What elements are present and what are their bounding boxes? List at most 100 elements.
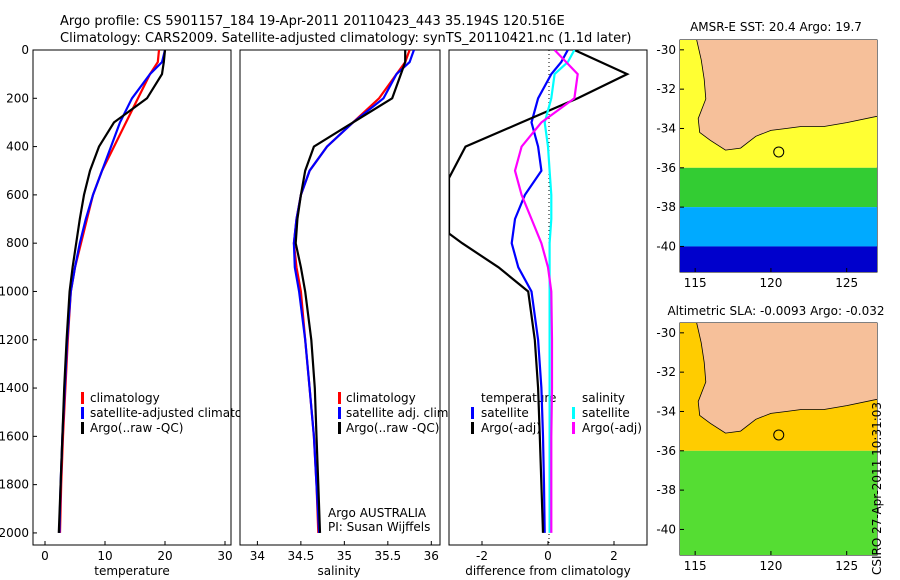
y-tick-label: -40 (656, 522, 676, 536)
series-salinity-satellite (543, 50, 576, 533)
legend-salinity-heading: salinity (582, 391, 625, 405)
temperature-xlabel: temperature (94, 564, 169, 578)
argo-location-marker (773, 146, 785, 158)
salinity-panel: salinity climatology satellite adj. clim… (239, 49, 452, 578)
series-temperature-satellite (510, 50, 569, 533)
y-tick-label: 400 (6, 140, 29, 154)
y-tick-label: 600 (6, 188, 29, 202)
x-tick-label: 0 (41, 549, 49, 563)
difference-panel: difference from climatology temperature … (448, 49, 648, 578)
legend-swatch-climatology (338, 392, 341, 404)
header-line1: Argo profile: CS 5901157_184 19-Apr-2011… (60, 14, 565, 29)
y-tick-label: -36 (656, 161, 676, 175)
x-tick-label: 34.5 (288, 549, 315, 563)
y-tick-label: 1800 (0, 478, 29, 492)
y-tick-label: 800 (6, 236, 29, 250)
x-tick-label: 115 (684, 559, 707, 573)
legend-swatch-satellite (338, 407, 341, 419)
y-tick-label: -36 (656, 444, 676, 458)
y-tick-label: 0 (21, 43, 29, 57)
field-band (680, 167, 877, 208)
legend-sal-argo: Argo(-adj) (582, 421, 642, 435)
legend-argo: Argo(..raw -QC) (90, 421, 183, 435)
x-tick-label: 2 (610, 549, 618, 563)
temperature-panel: temperature climatology satellite-adjust… (0, 43, 268, 578)
land-mass (696, 40, 877, 151)
y-tick-label: -30 (656, 43, 676, 57)
x-tick-label: 35.5 (374, 549, 401, 563)
side-label: CSIRO 27-Apr-2011 10:31:03 (870, 401, 884, 575)
header-line2: Climatology: CARS2009. Satellite-adjuste… (60, 31, 632, 46)
y-tick-label: 1400 (0, 381, 29, 395)
temperature-axes (32, 49, 232, 546)
sst-map-field (680, 40, 877, 272)
field-band (680, 450, 877, 555)
y-tick-label: -32 (656, 365, 676, 379)
y-tick-label: -30 (656, 326, 676, 340)
difference-legend: temperature satellite Argo(-adj) salinit… (471, 391, 642, 435)
y-tick-label: 1000 (0, 284, 29, 298)
y-tick-label: -40 (656, 239, 676, 253)
legend-swatch-argo (338, 422, 341, 434)
argo-location-marker (773, 429, 785, 441)
x-tick-label: 0 (544, 549, 552, 563)
x-tick-label: 34 (250, 549, 265, 563)
x-tick-label: 20 (157, 549, 172, 563)
x-tick-label: -2 (476, 549, 488, 563)
x-tick-label: 125 (835, 559, 858, 573)
y-tick-label: -34 (656, 404, 676, 418)
difference-series-group (449, 50, 630, 533)
sla-map-field (680, 323, 877, 555)
salinity-axes (239, 49, 441, 546)
legend-temp-argo: Argo(-adj) (481, 421, 541, 435)
legend-climatology: climatology (346, 391, 416, 405)
legend-climatology: climatology (90, 391, 160, 405)
legend-swatch-sal-argo (572, 422, 575, 434)
x-tick-label: 30 (217, 549, 232, 563)
x-tick-label: 115 (684, 276, 707, 290)
series-temperature-argo (449, 50, 630, 533)
series-salinity-argo (513, 50, 579, 533)
salinity-xlabel: salinity (317, 564, 360, 578)
y-tick-label: -32 (656, 82, 676, 96)
difference-xlabel: difference from climatology (465, 564, 631, 578)
legend-sal-satellite: satellite (582, 406, 630, 420)
annotation-pi: PI: Susan Wijffels (328, 520, 430, 534)
legend-swatch-temp-satellite (471, 407, 474, 419)
annotation-argo-australia: Argo AUSTRALIA (328, 506, 427, 520)
field-band (680, 207, 877, 247)
sst-map-title: AMSR-E SST: 20.4 Argo: 19.7 (690, 20, 862, 34)
legend-satellite: satellite adj. clim. (346, 406, 452, 420)
legend-swatch-satellite (81, 407, 84, 419)
legend-swatch-argo (81, 422, 84, 434)
x-tick-label: 120 (759, 276, 782, 290)
series-argo (294, 50, 407, 533)
y-tick-label: -38 (656, 483, 676, 497)
x-tick-label: 125 (835, 276, 858, 290)
temperature-series-group (57, 50, 167, 533)
y-tick-label: 200 (6, 91, 29, 105)
salinity-series-group (292, 50, 415, 533)
difference-axes (448, 49, 648, 546)
y-tick-label: 2000 (0, 526, 29, 540)
legend-argo: Argo(..raw -QC) (346, 421, 439, 435)
temperature-legend: climatology satellite-adjusted climatolo… (81, 391, 268, 435)
y-tick-label: -38 (656, 200, 676, 214)
legend-swatch-temp-argo (471, 422, 474, 434)
legend-satellite: satellite-adjusted climatology (90, 406, 268, 420)
x-tick-label: 36 (424, 549, 439, 563)
land-mass (696, 323, 877, 434)
x-tick-label: 120 (759, 559, 782, 573)
x-tick-label: 35 (337, 549, 352, 563)
sla-map-title: Altimetric SLA: -0.0093 Argo: -0.032 (667, 304, 884, 318)
y-tick-label: 1600 (0, 429, 29, 443)
legend-swatch-sal-satellite (572, 407, 575, 419)
y-tick-label: -34 (656, 121, 676, 135)
legend-temperature-heading: temperature (481, 391, 556, 405)
series-argo (57, 50, 167, 533)
sla-map-panel: Altimetric SLA: -0.0093 Argo: -0.032 115… (656, 304, 884, 573)
sst-map-panel: AMSR-E SST: 20.4 Argo: 19.7 115 120 125 -30… (656, 20, 878, 290)
y-tick-label: 1200 (0, 333, 29, 347)
legend-swatch-climatology (81, 392, 84, 404)
